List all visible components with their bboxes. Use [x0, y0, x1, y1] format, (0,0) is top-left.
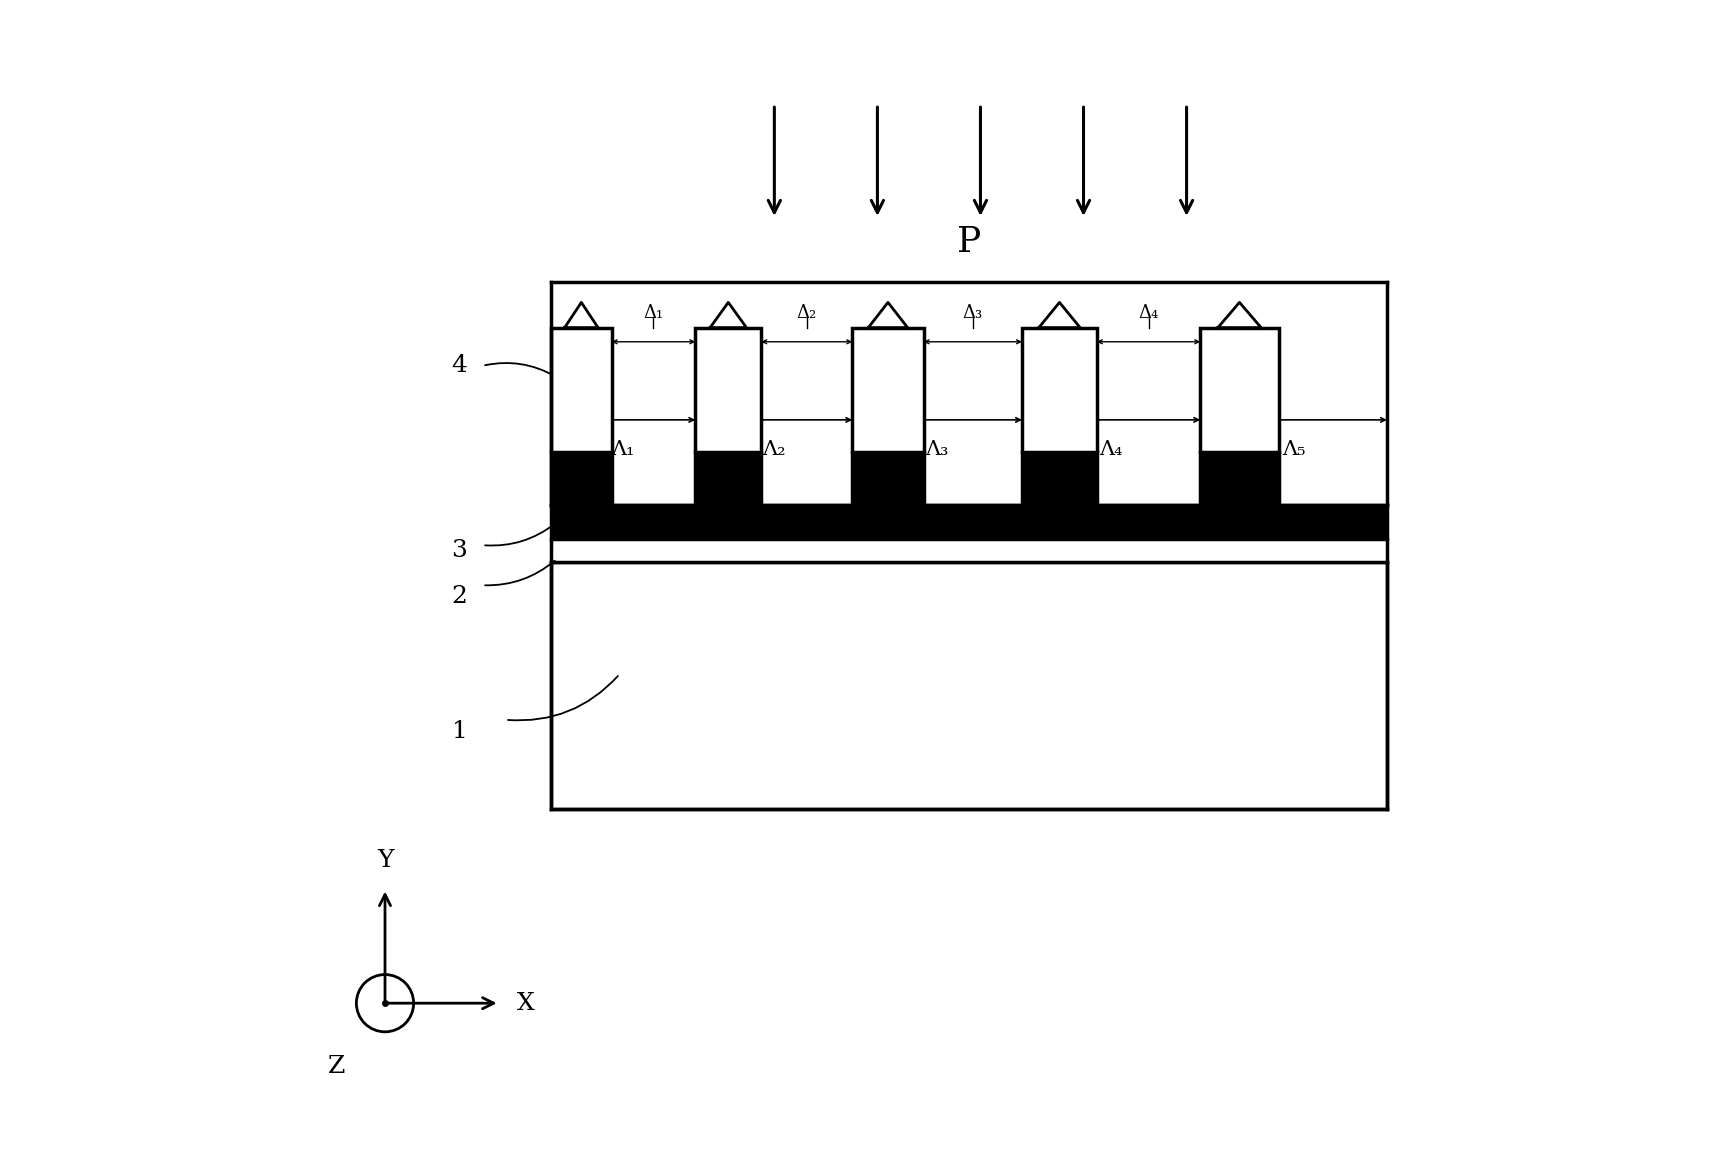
Bar — [550, 505, 1388, 539]
Text: Λ₄: Λ₄ — [1099, 440, 1123, 459]
Bar — [853, 452, 923, 505]
Text: Λ₁: Λ₁ — [612, 440, 634, 459]
Text: 1: 1 — [451, 720, 467, 743]
Bar — [1200, 452, 1278, 505]
Text: P: P — [957, 225, 981, 258]
Polygon shape — [868, 302, 907, 328]
Text: Δ₄: Δ₄ — [1138, 304, 1159, 322]
Text: Y: Y — [376, 848, 393, 872]
Bar — [550, 328, 612, 452]
Text: 3: 3 — [451, 539, 467, 562]
Text: Λ₂: Λ₂ — [762, 440, 786, 459]
Text: Λ₅: Λ₅ — [1282, 440, 1306, 459]
Bar — [1022, 452, 1097, 505]
Bar — [696, 452, 761, 505]
Polygon shape — [711, 302, 747, 328]
Bar — [550, 562, 1388, 809]
Polygon shape — [1219, 302, 1261, 328]
Text: 2: 2 — [451, 585, 467, 608]
Bar — [550, 328, 612, 505]
Bar — [853, 328, 923, 452]
Bar — [696, 328, 761, 452]
Bar — [550, 539, 1388, 562]
Bar — [853, 328, 923, 505]
Bar — [1200, 328, 1278, 452]
Text: Λ₃: Λ₃ — [926, 440, 948, 459]
Text: Δ₂: Δ₂ — [796, 304, 817, 322]
Text: X: X — [516, 992, 535, 1014]
Polygon shape — [564, 302, 598, 328]
Text: 4: 4 — [451, 355, 467, 378]
Polygon shape — [1039, 302, 1080, 328]
Bar — [696, 328, 761, 505]
Text: Z: Z — [328, 1055, 345, 1078]
Bar — [550, 452, 612, 505]
Bar — [1022, 328, 1097, 452]
Text: Δ₁: Δ₁ — [643, 304, 663, 322]
Bar — [550, 328, 1388, 505]
Bar — [1200, 328, 1278, 505]
Bar — [1022, 328, 1097, 505]
Text: Δ₃: Δ₃ — [962, 304, 983, 322]
